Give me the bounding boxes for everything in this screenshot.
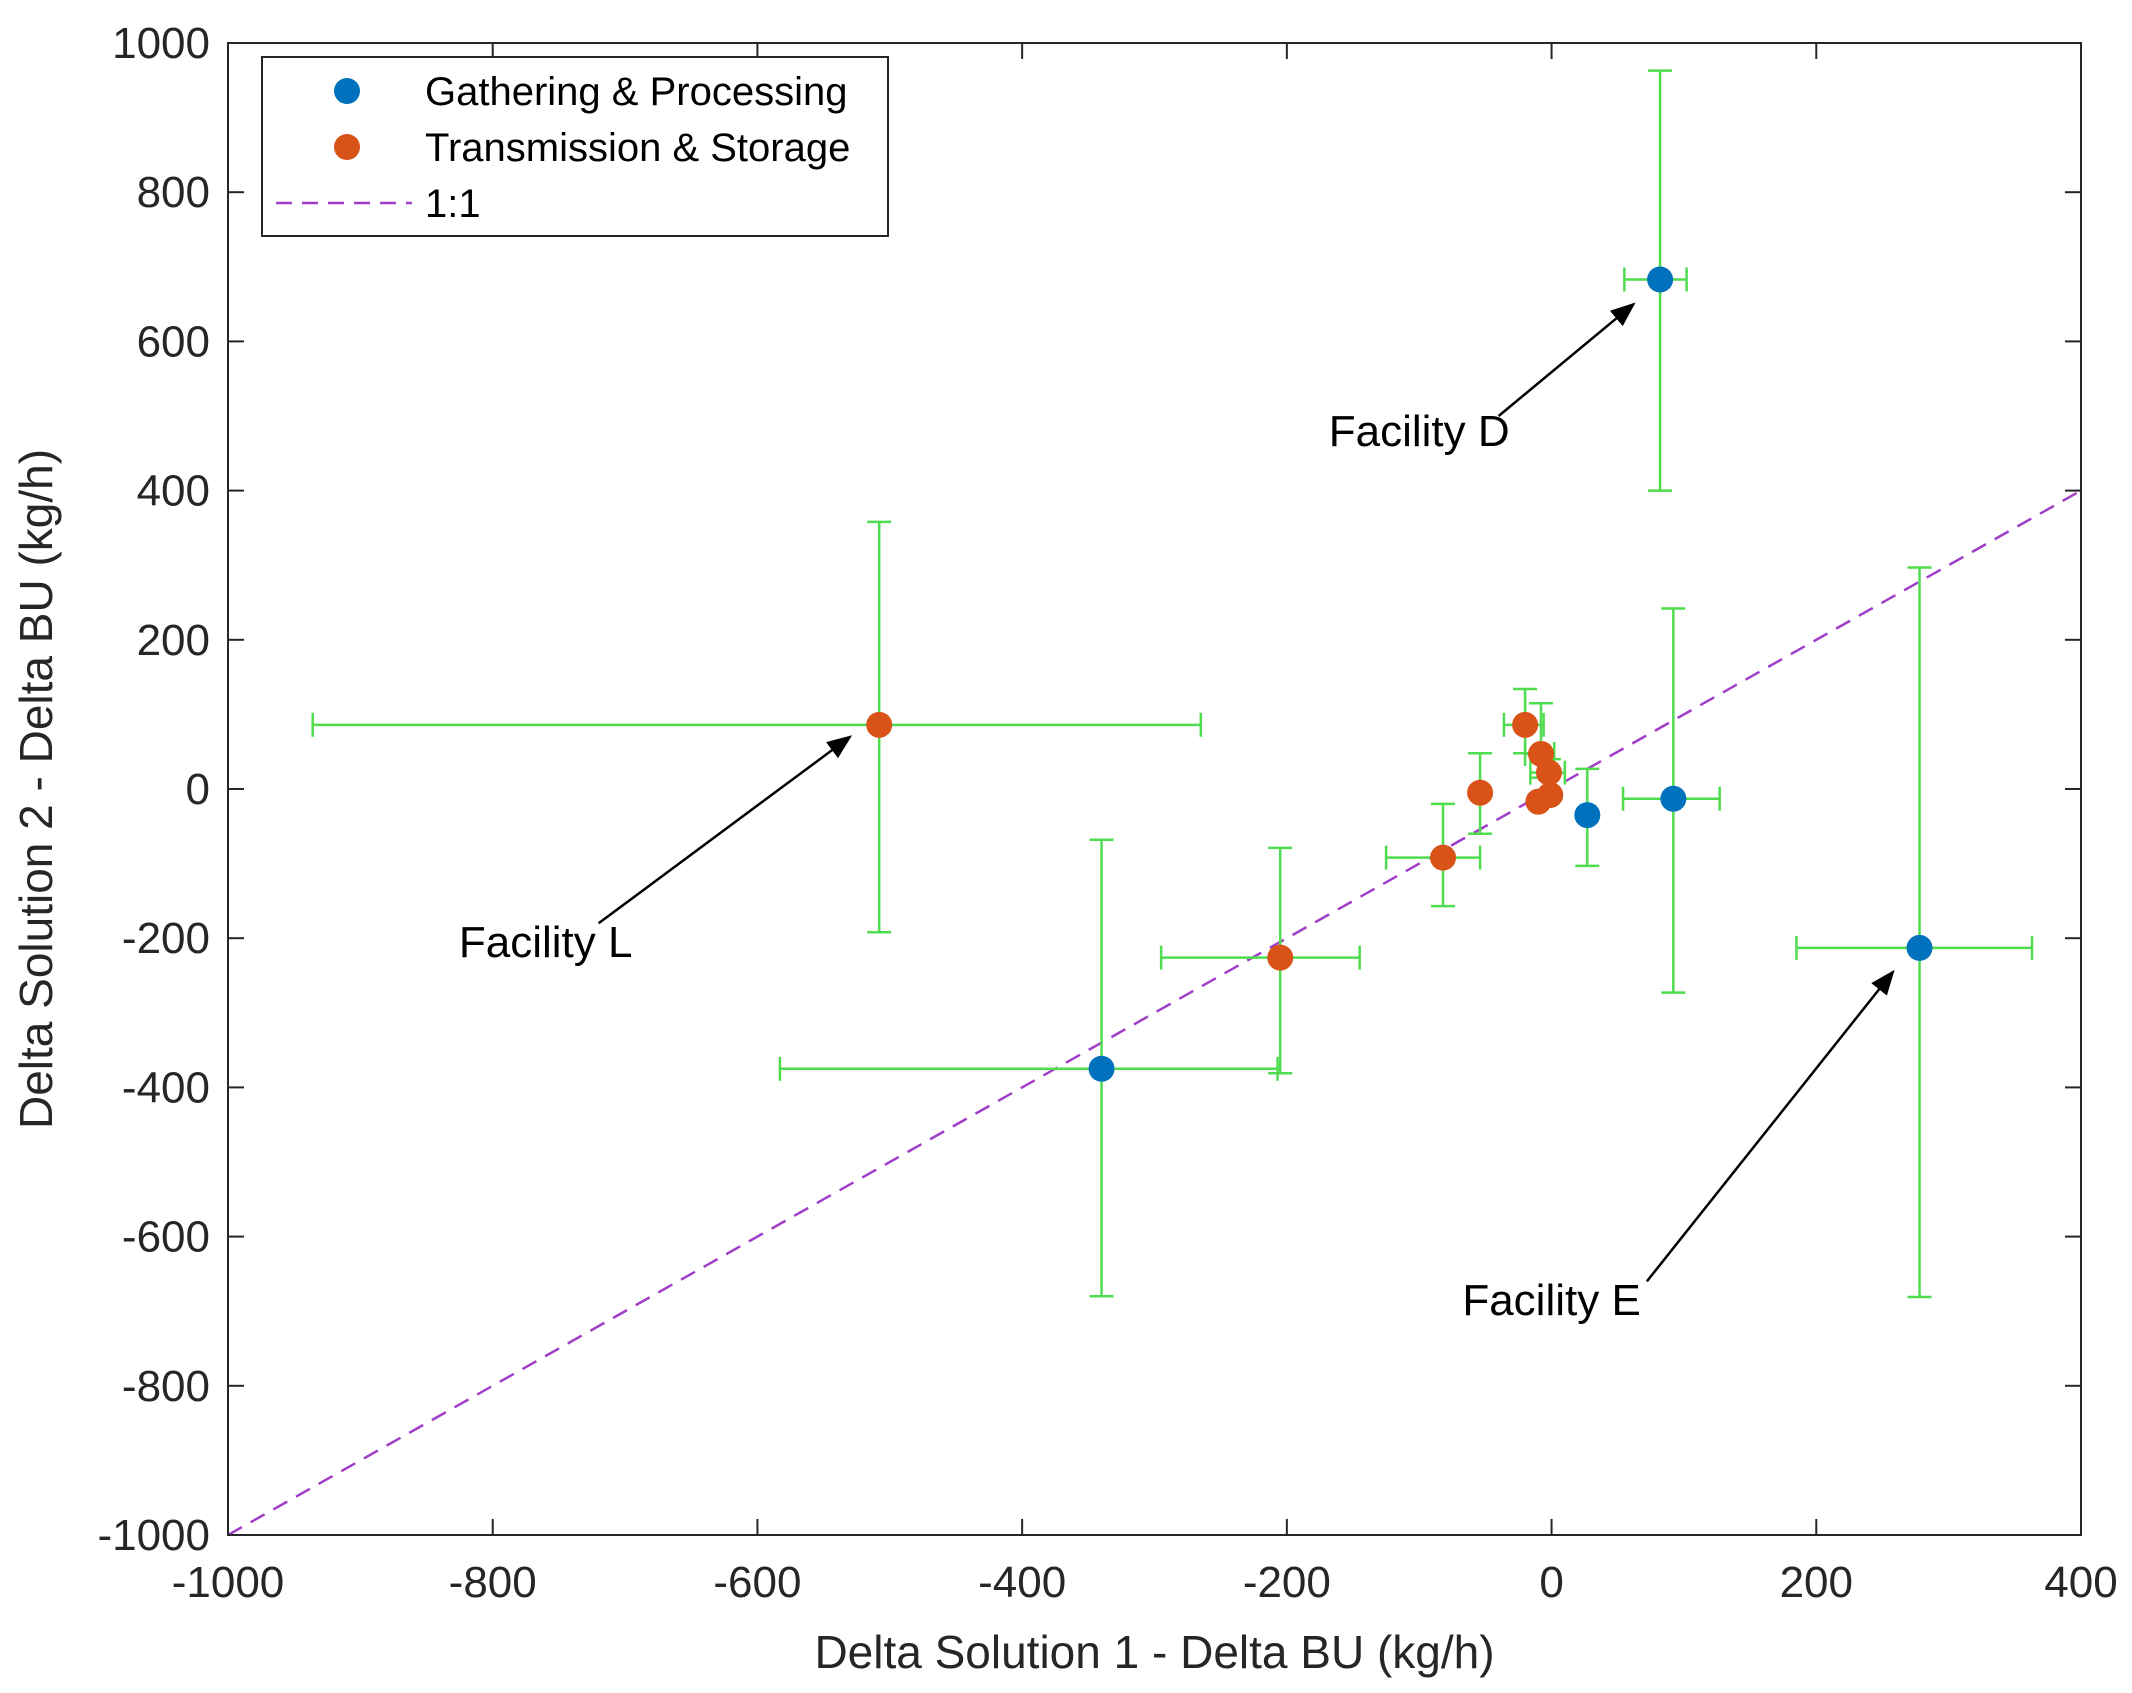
y-tick-label: -400: [122, 1063, 210, 1112]
facility-e-label: Facility E: [1462, 1276, 1640, 1325]
y-tick-label: 1000: [112, 19, 210, 68]
facility-l-label: Facility L: [459, 918, 633, 967]
y-tick-label: -800: [122, 1362, 210, 1411]
transmission-storage-point-3: [1467, 779, 1494, 806]
transmission-storage-point-0: [866, 711, 893, 738]
y-axis-title: Delta Solution 2 - Delta BU (kg/h): [10, 449, 62, 1129]
gathering-processing-point-3: [1660, 785, 1687, 812]
one-to-one-reference-line: [228, 489, 2081, 1535]
x-tick-label: -600: [713, 1558, 801, 1607]
x-tick-label: -1000: [172, 1558, 285, 1607]
gathering-processing-point-4: [1906, 934, 1933, 961]
transmission-storage-point-4: [1512, 711, 1539, 738]
facility-d-label: Facility D: [1329, 407, 1510, 456]
y-tick-label: 400: [137, 467, 210, 516]
gathering-processing-point-0: [1647, 266, 1674, 293]
y-tick-label: 200: [137, 616, 210, 665]
x-tick-label: 400: [2044, 1558, 2117, 1607]
legend-one-to-one-label: 1:1: [425, 182, 481, 226]
legend-box: [261, 56, 889, 237]
legend-gathering-processing-marker: [334, 78, 360, 104]
gathering-processing-point-2: [1574, 802, 1601, 829]
plot-area-background: [228, 43, 2081, 1535]
y-tick-label: -1000: [97, 1511, 210, 1560]
transmission-storage-point-8: [1537, 781, 1564, 808]
transmission-storage-point-2: [1430, 844, 1457, 871]
x-tick-label: -200: [1243, 1558, 1331, 1607]
transmission-storage-point-6: [1535, 759, 1562, 786]
gathering-processing-point-1: [1088, 1055, 1115, 1082]
facility-l-arrow: [597, 735, 853, 925]
legend-transmission-storage-label: Transmission & Storage: [425, 126, 850, 170]
y-tick-label: -600: [122, 1213, 210, 1262]
y-tick-label: -200: [122, 914, 210, 963]
facility-d-arrow: [1497, 302, 1636, 417]
legend-transmission-storage-marker: [334, 134, 360, 160]
x-tick-label: 0: [1539, 1558, 1563, 1607]
facility-e-arrow: [1645, 969, 1895, 1283]
y-tick-label: 600: [137, 317, 210, 366]
y-tick-label: 800: [137, 168, 210, 217]
x-tick-label: -800: [449, 1558, 537, 1607]
legend-gathering-processing-label: Gathering & Processing: [425, 70, 847, 114]
legend: Gathering & Processing Transmission & St…: [261, 56, 889, 237]
x-tick-label: -400: [978, 1558, 1066, 1607]
x-tick-label: 200: [1780, 1558, 1853, 1607]
transmission-storage-point-1: [1267, 944, 1294, 971]
x-axis-title: Delta Solution 1 - Delta BU (kg/h): [814, 1626, 1494, 1678]
y-tick-label: 0: [186, 765, 210, 814]
